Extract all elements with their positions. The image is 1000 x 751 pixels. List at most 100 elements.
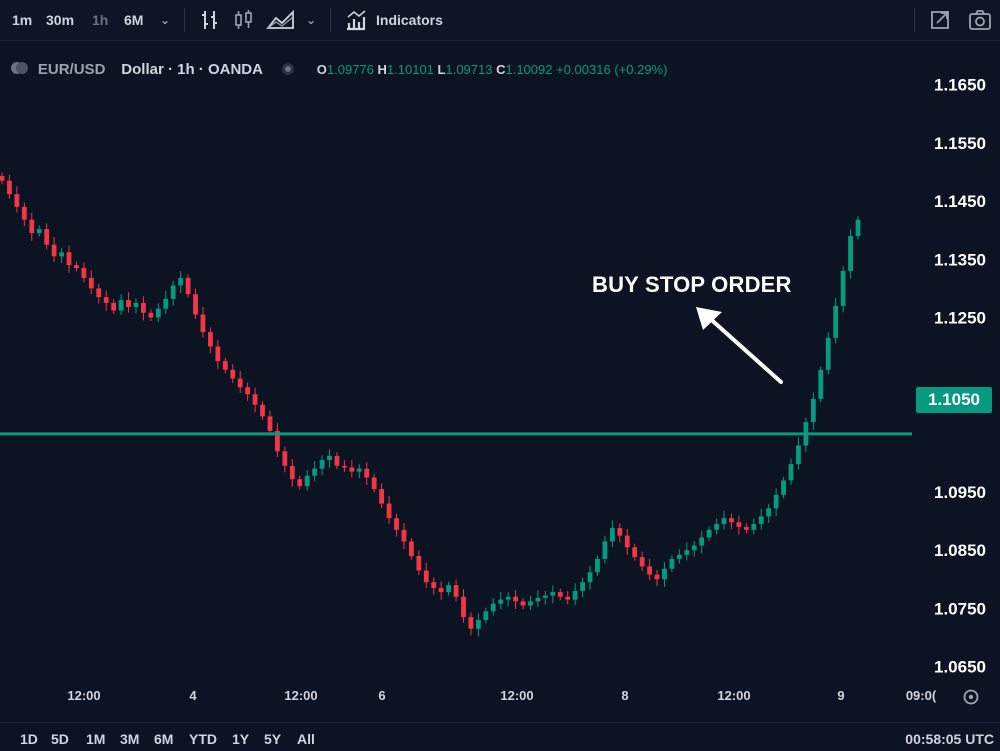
utc-clock[interactable]: 00:58:05 UTC [905,731,994,747]
interval-1h[interactable]: 1h [92,12,109,28]
candle-body[interactable] [51,244,57,257]
candle-body[interactable] [498,599,504,604]
candle-body[interactable] [297,479,303,487]
range-button-1m[interactable]: 1M [86,731,106,747]
settings-icon[interactable] [962,688,980,706]
candle-body[interactable] [386,503,392,519]
range-button-1y[interactable]: 1Y [232,731,250,747]
camera-icon[interactable] [968,8,992,32]
candle-body[interactable] [758,516,764,524]
candle-body[interactable] [334,455,340,466]
candle-body[interactable] [36,229,42,234]
candle-body[interactable] [714,524,719,530]
candle-body[interactable] [14,194,20,207]
candle-body[interactable] [394,518,399,530]
candle-body[interactable] [453,585,459,597]
range-button-3m[interactable]: 3M [120,731,140,747]
candle-body[interactable] [513,596,518,602]
candle-body[interactable] [103,297,109,303]
candle-body[interactable] [0,176,5,181]
candle-body[interactable] [468,617,474,629]
candle-body[interactable] [706,529,712,538]
candle-body[interactable] [193,294,198,315]
candle-body[interactable] [431,582,437,588]
candle-body[interactable] [751,524,757,530]
candle-body[interactable] [669,558,675,569]
candle-body[interactable] [170,285,176,299]
candle-body[interactable] [662,568,667,580]
candle-body[interactable] [282,451,288,466]
candle-body[interactable] [364,468,370,478]
candle-body[interactable] [796,445,801,465]
interval-1m[interactable]: 1m [12,12,33,28]
candle-body[interactable] [721,518,727,524]
candle-body[interactable] [505,596,511,600]
candle-body[interactable] [461,596,466,618]
interval-6m[interactable]: 6M [124,12,144,28]
area-chart-icon[interactable] [266,8,296,32]
candle-body[interactable] [639,557,645,567]
candle-body[interactable] [96,288,102,298]
candle-body[interactable] [475,620,481,629]
candle-body[interactable] [446,585,452,593]
indicators-button[interactable]: Indicators [376,12,443,28]
candle-body[interactable] [141,302,146,313]
candle-body[interactable] [155,308,161,318]
range-button-all[interactable]: All [297,731,315,747]
candle-body[interactable] [267,416,273,431]
candle-body[interactable] [840,270,846,306]
candle-body[interactable] [111,302,117,311]
candle-body[interactable] [423,570,429,583]
candle-body[interactable] [483,611,489,620]
candle-body[interactable] [215,346,221,362]
candle-body[interactable] [587,572,593,583]
candle-body[interactable] [342,465,347,468]
chart-type-chevron-icon[interactable]: ⌄ [306,13,317,27]
candle-body[interactable] [401,529,407,542]
candle-body[interactable] [275,430,280,452]
candle-body[interactable] [528,601,533,606]
candle-body[interactable] [654,574,660,580]
candle-body[interactable] [781,480,786,495]
candle-body[interactable] [371,477,377,490]
candle-body[interactable] [848,236,853,271]
candle-body[interactable] [312,468,318,476]
candle-body[interactable] [490,603,496,612]
candle-body[interactable] [222,361,228,370]
candle-body[interactable] [818,369,824,399]
candle-body[interactable] [289,465,295,480]
candle-body[interactable] [74,265,79,268]
candle-body[interactable] [148,312,154,318]
candle-body[interactable] [230,369,236,379]
candle-body[interactable] [59,252,64,257]
candle-body[interactable] [580,582,585,591]
candle-body[interactable] [557,592,563,597]
candle-body[interactable] [766,508,772,517]
candle-body[interactable] [684,550,690,555]
range-button-5d[interactable]: 5D [51,731,69,747]
candle-body[interactable] [408,541,414,556]
candle-body[interactable] [349,467,355,472]
candle-body[interactable] [788,464,794,481]
candle-body[interactable] [773,494,779,509]
price-level-tag[interactable]: 1.1050 [916,387,992,413]
candle-body[interactable] [609,528,615,542]
candle-body[interactable] [304,475,310,487]
candle-body[interactable] [66,252,72,266]
fullscreen-icon[interactable] [928,8,952,32]
range-button-5y[interactable]: 5Y [264,731,282,747]
bar-chart-icon[interactable] [198,8,222,32]
candle-body[interactable] [825,337,831,370]
candle-body[interactable] [676,554,682,559]
candle-body[interactable] [833,305,839,338]
candle-body[interactable] [602,541,608,559]
candle-body[interactable] [21,206,27,220]
candle-body[interactable] [356,468,362,472]
candle-body[interactable] [126,300,131,307]
candle-body[interactable] [595,558,600,573]
symbol-name[interactable]: EUR/USD [37,61,106,78]
interval-30m[interactable]: 30m [46,12,75,28]
candle-body[interactable] [438,588,444,593]
candle-body[interactable] [632,547,638,558]
candle-body[interactable] [542,595,548,598]
